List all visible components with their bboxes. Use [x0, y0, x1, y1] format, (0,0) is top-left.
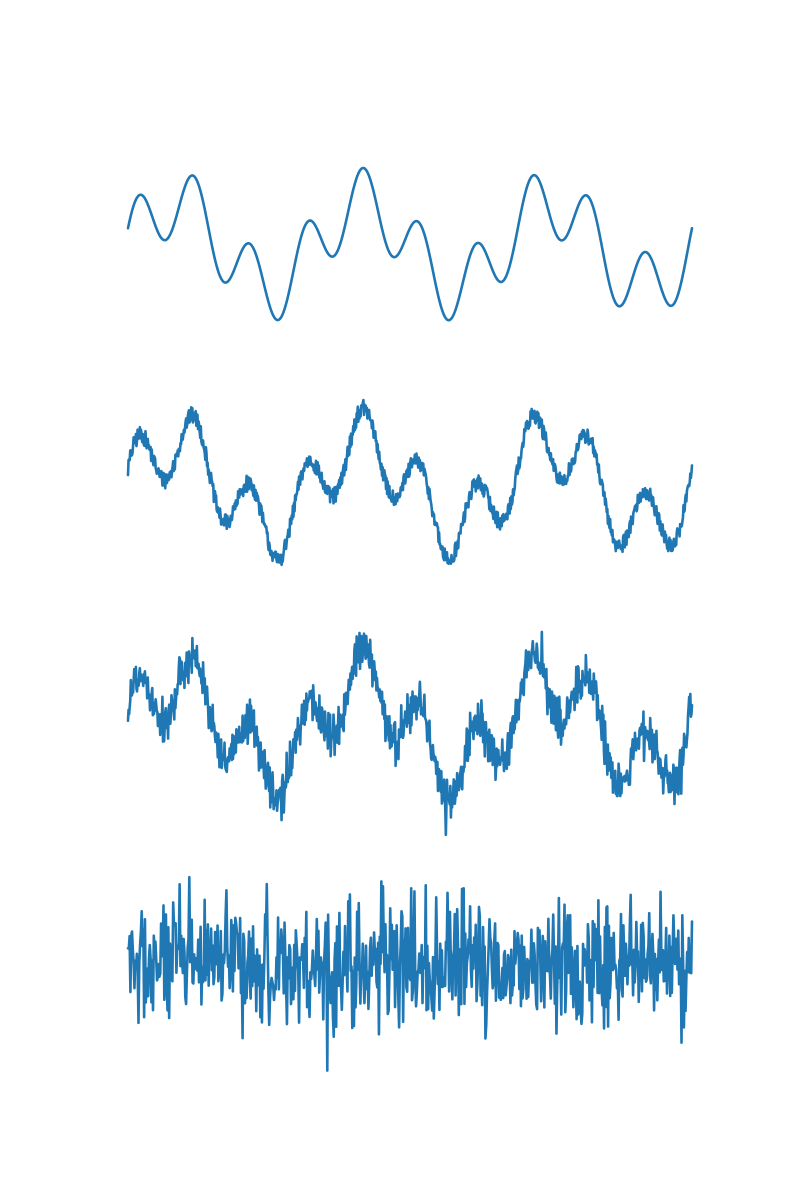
series-line-2	[126, 398, 694, 567]
subplot-4	[126, 875, 694, 1072]
series-line-1	[126, 166, 694, 322]
series-line-3	[126, 630, 694, 837]
series-line-4	[126, 875, 694, 1072]
subplot-1	[126, 166, 694, 322]
subplot-3	[126, 630, 694, 837]
subplot-2	[126, 398, 694, 567]
